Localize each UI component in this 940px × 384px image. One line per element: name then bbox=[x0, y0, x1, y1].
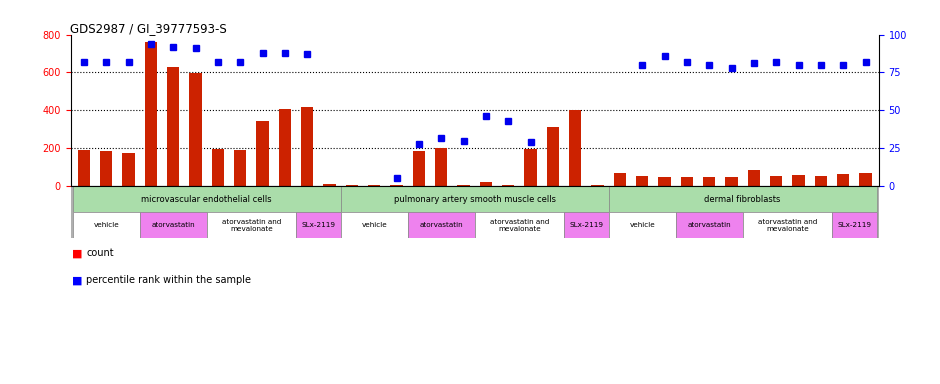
Bar bbox=[100, 151, 113, 186]
Text: atorvastatin: atorvastatin bbox=[687, 222, 731, 228]
Bar bbox=[72, 212, 140, 238]
Bar bbox=[340, 212, 408, 238]
Bar bbox=[703, 177, 715, 186]
Text: dermal fibroblasts: dermal fibroblasts bbox=[704, 195, 781, 204]
Bar bbox=[167, 67, 180, 186]
Bar bbox=[145, 42, 157, 186]
Bar bbox=[190, 73, 202, 186]
Bar bbox=[569, 110, 581, 186]
Text: pulmonary artery smooth muscle cells: pulmonary artery smooth muscle cells bbox=[394, 195, 556, 204]
Bar bbox=[212, 149, 224, 186]
Text: ■: ■ bbox=[72, 275, 83, 285]
Text: atorvastatin: atorvastatin bbox=[419, 222, 463, 228]
Bar bbox=[346, 185, 358, 186]
Bar bbox=[340, 186, 609, 212]
Bar bbox=[681, 177, 693, 186]
Text: SLx-2119: SLx-2119 bbox=[570, 222, 603, 228]
Text: microvascular endothelial cells: microvascular endothelial cells bbox=[141, 195, 272, 204]
Bar bbox=[301, 106, 313, 186]
Bar bbox=[591, 185, 603, 186]
Bar bbox=[815, 175, 827, 186]
Bar bbox=[207, 212, 296, 238]
Bar bbox=[525, 149, 537, 186]
Bar bbox=[140, 212, 207, 238]
Bar bbox=[837, 174, 850, 186]
Bar bbox=[859, 173, 871, 186]
Bar bbox=[726, 177, 738, 186]
Text: atorvastatin and
mevalonate: atorvastatin and mevalonate bbox=[222, 218, 281, 232]
Bar bbox=[435, 148, 447, 186]
Text: SLx-2119: SLx-2119 bbox=[838, 222, 871, 228]
Text: vehicle: vehicle bbox=[361, 222, 387, 228]
Bar bbox=[614, 173, 626, 186]
Bar bbox=[257, 121, 269, 186]
Bar bbox=[479, 182, 492, 186]
Bar bbox=[636, 175, 649, 186]
Bar bbox=[413, 151, 425, 186]
Bar bbox=[792, 175, 805, 186]
Bar bbox=[609, 186, 877, 212]
Bar bbox=[390, 185, 402, 186]
Bar bbox=[475, 212, 564, 238]
Bar bbox=[72, 186, 340, 212]
Bar bbox=[78, 150, 90, 186]
Text: percentile rank within the sample: percentile rank within the sample bbox=[86, 275, 252, 285]
Bar bbox=[770, 175, 782, 186]
Bar bbox=[547, 127, 559, 186]
Bar bbox=[832, 212, 877, 238]
Text: atorvastatin: atorvastatin bbox=[151, 222, 195, 228]
Bar bbox=[658, 177, 670, 186]
Bar bbox=[122, 153, 134, 186]
Bar bbox=[279, 109, 291, 186]
Bar bbox=[747, 170, 760, 186]
Bar bbox=[408, 212, 475, 238]
Bar bbox=[502, 185, 514, 186]
Text: count: count bbox=[86, 248, 114, 258]
Bar bbox=[743, 212, 832, 238]
Bar bbox=[676, 212, 743, 238]
Text: vehicle: vehicle bbox=[93, 222, 119, 228]
Text: SLx-2119: SLx-2119 bbox=[302, 222, 336, 228]
Text: GDS2987 / GI_39777593-S: GDS2987 / GI_39777593-S bbox=[70, 22, 227, 35]
Bar bbox=[234, 150, 246, 186]
Text: ■: ■ bbox=[72, 248, 83, 258]
Bar bbox=[458, 185, 470, 186]
Bar bbox=[564, 212, 609, 238]
Text: atorvastatin and
mevalonate: atorvastatin and mevalonate bbox=[490, 218, 549, 232]
Bar bbox=[323, 184, 336, 186]
Text: vehicle: vehicle bbox=[629, 222, 655, 228]
Bar bbox=[609, 212, 676, 238]
Bar bbox=[296, 212, 340, 238]
Bar bbox=[368, 185, 381, 186]
Text: atorvastatin and
mevalonate: atorvastatin and mevalonate bbox=[758, 218, 817, 232]
